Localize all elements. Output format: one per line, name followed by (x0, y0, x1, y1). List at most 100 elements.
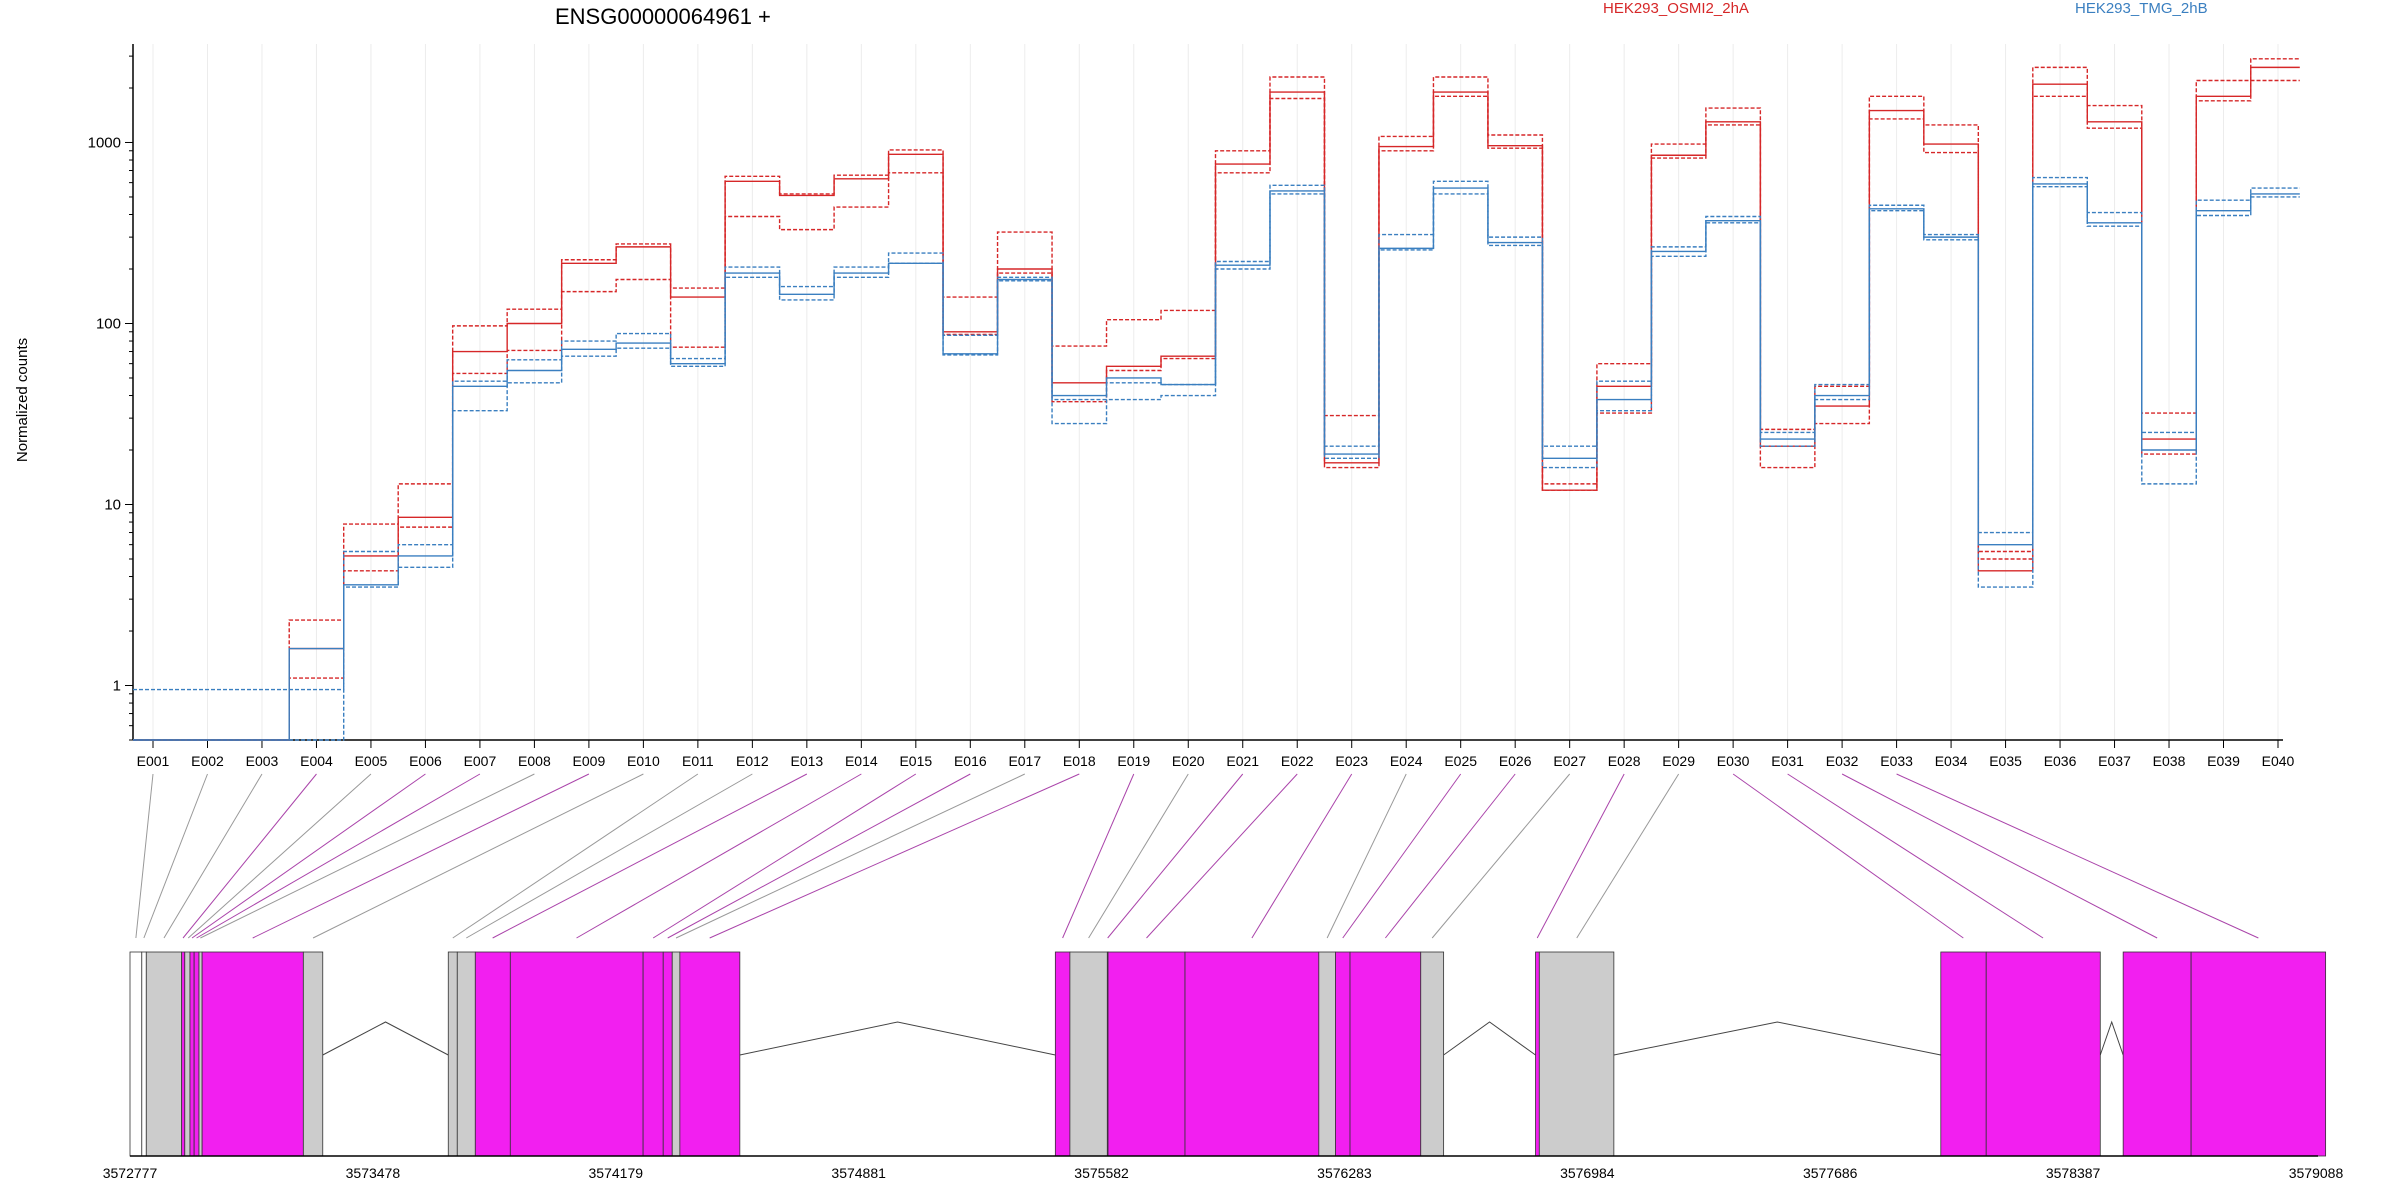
exon-label-E039: E039 (2207, 753, 2240, 769)
connector-E014 (576, 773, 862, 939)
connector-E011 (452, 773, 699, 939)
y-axis: 1 10 100 1000 (88, 44, 134, 741)
connector-E027 (1431, 773, 1571, 939)
y-tick-label: 1000 (88, 134, 121, 151)
exon-label-E030: E030 (1717, 753, 1750, 769)
coord-tick-label: 3575582 (1074, 1165, 1129, 1181)
legend-entry-osmi2: HEK293_OSMI2_2hA (1603, 0, 1749, 17)
y-axis-label: Normalized counts (14, 338, 31, 462)
connector-E013 (492, 773, 808, 939)
exon-label-E006: E006 (409, 753, 442, 769)
exon-label-E016: E016 (954, 753, 987, 769)
exon-label-E034: E034 (1935, 753, 1968, 769)
exon-block-23 (1318, 951, 1336, 1157)
series-line-1 (133, 66, 2300, 741)
connector-E023 (1251, 773, 1353, 939)
exon-label-E008: E008 (518, 753, 551, 769)
exon-label-E009: E009 (573, 753, 606, 769)
exon-label-E026: E026 (1499, 753, 1532, 769)
exon-label-E015: E015 (899, 753, 932, 769)
connector-E004 (182, 773, 317, 939)
exon-block-30 (1985, 951, 2101, 1157)
connector-E026 (1384, 773, 1516, 939)
gene-model-track (129, 951, 2327, 1157)
coord-tick-label: 3576283 (1317, 1165, 1372, 1181)
exon-block-27 (1535, 951, 1540, 1157)
connector-E008 (200, 773, 535, 939)
coord-tick-label: 3572777 (103, 1165, 158, 1181)
coord-tick-label: 3579088 (2289, 1165, 2344, 1181)
connector-E002 (143, 773, 208, 939)
connector-E030 (1732, 773, 1964, 939)
exon-block-13 (509, 951, 644, 1157)
intron-1 (739, 1021, 1056, 1056)
exon-block-31 (2122, 951, 2192, 1157)
connector-E015 (652, 773, 917, 939)
coord-tick-label: 3574179 (589, 1165, 644, 1181)
connector-E018 (709, 773, 1080, 939)
connector-E001 (135, 773, 154, 939)
y-tick-label: 100 (96, 315, 121, 332)
chart-title: ENSG00000064961 + (555, 4, 771, 29)
exon-block-10 (447, 951, 458, 1157)
exon-block-14 (642, 951, 664, 1157)
exon-label-E023: E023 (1335, 753, 1368, 769)
exon-label-E022: E022 (1281, 753, 1314, 769)
exon-block-12 (474, 951, 511, 1157)
connector-E024 (1326, 773, 1407, 939)
exon-block-6 (193, 951, 200, 1157)
coord-tick-label: 3578387 (2046, 1165, 2101, 1181)
connector-E012 (466, 773, 753, 939)
connector-E017 (675, 773, 1026, 939)
exon-label-E033: E033 (1880, 753, 1913, 769)
connector-E005 (187, 773, 372, 939)
exon-label-E040: E040 (2262, 753, 2295, 769)
exon-label-E004: E004 (300, 753, 333, 769)
series-line-4 (133, 183, 2300, 741)
series-line-2 (133, 79, 2300, 741)
exon-label-E012: E012 (736, 753, 769, 769)
exon-label-E013: E013 (790, 753, 823, 769)
series-lines (133, 58, 2300, 741)
connector-E020 (1088, 773, 1189, 939)
exon-block-21 (1107, 951, 1186, 1157)
exon-label-E002: E002 (191, 753, 224, 769)
exon-block-0 (129, 951, 143, 1157)
exon-label-E001: E001 (137, 753, 170, 769)
intron-2 (1443, 1021, 1536, 1056)
exon-label-E024: E024 (1390, 753, 1423, 769)
exon-label-E007: E007 (464, 753, 497, 769)
exon-block-22 (1184, 951, 1320, 1157)
exon-label-E038: E038 (2153, 753, 2186, 769)
connector-E021 (1107, 773, 1244, 939)
exon-block-2 (145, 951, 183, 1157)
exon-label-E031: E031 (1771, 753, 1804, 769)
exon-block-29 (1940, 951, 1987, 1157)
exon-block-9 (302, 951, 324, 1157)
connector-E028 (1536, 773, 1625, 939)
exon-label-E019: E019 (1117, 753, 1150, 769)
x-axis: E001 E002 E003 E004 E005 E006 E007 E008 E009 E010… (133, 739, 2295, 769)
exon-label-E025: E025 (1444, 753, 1477, 769)
exon-label-E020: E020 (1172, 753, 1205, 769)
exon-block-19 (1069, 951, 1108, 1157)
exon-block-18 (1054, 951, 1071, 1157)
exon-label-E035: E035 (1989, 753, 2022, 769)
exon-block-25 (1349, 951, 1422, 1157)
exon-label-E037: E037 (2098, 753, 2131, 769)
exon-block-1 (141, 951, 147, 1157)
exon-label-E005: E005 (355, 753, 388, 769)
series-line-0 (133, 58, 2300, 741)
exon-block-28 (1538, 951, 1615, 1157)
coord-tick-label: 3577686 (1803, 1165, 1858, 1181)
exon-block-7 (198, 951, 203, 1157)
y-tick-label: 1 (113, 678, 121, 695)
exon-block-3 (181, 951, 186, 1157)
exon-block-17 (679, 951, 741, 1157)
exon-label-E028: E028 (1608, 753, 1641, 769)
connector-E029 (1576, 773, 1680, 939)
exon-label-E014: E014 (845, 753, 878, 769)
exon-block-26 (1420, 951, 1445, 1157)
connector-E016 (667, 773, 971, 939)
